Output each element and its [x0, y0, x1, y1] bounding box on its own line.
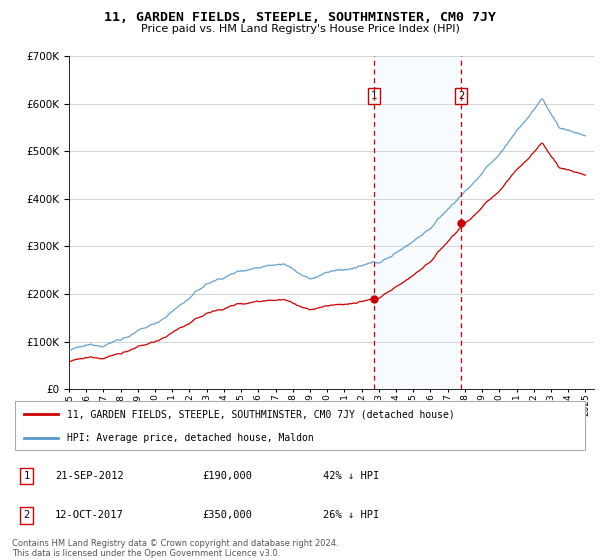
Text: 1: 1 — [23, 471, 29, 481]
Text: £190,000: £190,000 — [202, 471, 252, 481]
Text: 21-SEP-2012: 21-SEP-2012 — [55, 471, 124, 481]
Text: 11, GARDEN FIELDS, STEEPLE, SOUTHMINSTER, CM0 7JY (detached house): 11, GARDEN FIELDS, STEEPLE, SOUTHMINSTER… — [67, 409, 454, 419]
Text: HPI: Average price, detached house, Maldon: HPI: Average price, detached house, Mald… — [67, 433, 313, 443]
Text: 12-OCT-2017: 12-OCT-2017 — [55, 510, 124, 520]
Text: 11, GARDEN FIELDS, STEEPLE, SOUTHMINSTER, CM0 7JY: 11, GARDEN FIELDS, STEEPLE, SOUTHMINSTER… — [104, 11, 496, 24]
Text: 2: 2 — [23, 510, 29, 520]
Text: 42% ↓ HPI: 42% ↓ HPI — [323, 471, 379, 481]
Text: £350,000: £350,000 — [202, 510, 252, 520]
Text: Contains HM Land Registry data © Crown copyright and database right 2024.
This d: Contains HM Land Registry data © Crown c… — [12, 539, 338, 558]
Text: 2: 2 — [458, 91, 464, 101]
Text: 1: 1 — [371, 91, 377, 101]
Text: 26% ↓ HPI: 26% ↓ HPI — [323, 510, 379, 520]
FancyBboxPatch shape — [15, 402, 585, 450]
Text: Price paid vs. HM Land Registry's House Price Index (HPI): Price paid vs. HM Land Registry's House … — [140, 24, 460, 34]
Bar — [374, 56, 461, 389]
